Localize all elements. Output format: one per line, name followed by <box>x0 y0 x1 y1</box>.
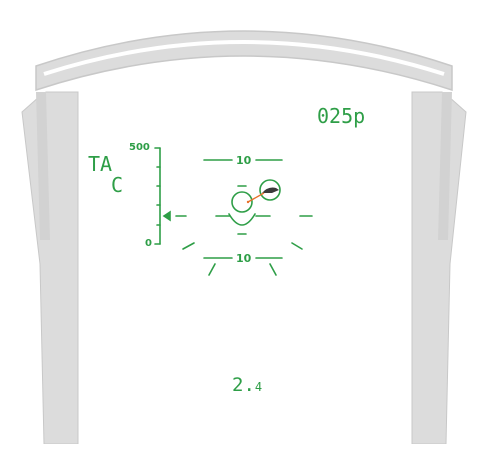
canopy-left-strut <box>36 92 50 240</box>
mode-label-bottom: C <box>111 173 124 197</box>
bottom-readout-main: 2. <box>232 374 255 396</box>
heading-readout: 025p <box>317 104 366 128</box>
bank-tick-left <box>182 242 195 250</box>
canopy-right-strut <box>438 92 452 240</box>
bank-tick-lower-left <box>208 263 216 276</box>
pitch-lower-label: 10 <box>236 252 252 265</box>
altitude-caret-icon <box>162 210 171 222</box>
target-line <box>247 192 265 203</box>
bank-tick-right <box>291 242 303 250</box>
mode-label-top: TA <box>88 152 113 176</box>
bottom-readout-small: 4 <box>254 380 263 394</box>
altitude-scale-min-label: 0 <box>145 238 152 249</box>
flight-path-marker-icon <box>228 185 256 235</box>
canopy-top-bow <box>35 30 453 92</box>
canopy-bottom-sill <box>0 444 489 471</box>
target-reticle-icon <box>259 179 281 201</box>
target-aircraft-icon <box>262 187 279 193</box>
canopy-top-bow-inner <box>43 40 445 76</box>
bottom-readout: 2.4 <box>232 376 262 395</box>
bank-tick-lower-right <box>269 263 277 276</box>
pitch-upper-label: 10 <box>236 154 252 167</box>
altitude-scale-max-label: 500 <box>129 142 150 153</box>
target-dot <box>246 200 250 204</box>
